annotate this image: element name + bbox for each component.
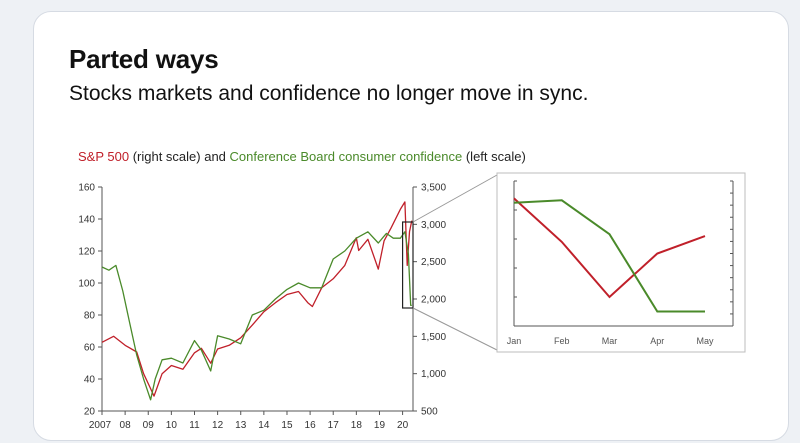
zoom-panel-frame — [496, 172, 746, 353]
left-tick-label: 60 — [84, 343, 96, 354]
right-tick-label: 3,500 — [421, 183, 446, 194]
caption-confidence-label: Conference Board consumer confidence — [229, 149, 463, 164]
zoom-x-tick-label: Jan — [507, 336, 522, 346]
page-title: Parted ways — [69, 44, 219, 74]
left-tick-label: 20 — [84, 407, 96, 418]
x-tick-label: 11 — [189, 420, 200, 431]
zoom-x-tick-label: Mar — [602, 336, 618, 346]
left-tick-label: 40 — [84, 375, 96, 386]
x-tick-label: 09 — [143, 420, 155, 431]
x-tick-label: 15 — [281, 420, 293, 431]
x-tick-label: 19 — [374, 420, 386, 431]
caption-sp500-scale: (right scale) and — [129, 149, 230, 164]
caption-sp500-label: S&P 500 — [78, 149, 130, 164]
confidence-line — [101, 231, 412, 401]
caption-confidence-scale: (left scale) — [462, 149, 526, 164]
x-tick-label: 10 — [166, 420, 178, 431]
left-tick-label: 140 — [78, 215, 95, 226]
right-tick-label: 2,500 — [421, 257, 446, 268]
page-subtitle: Stocks markets and confidence no longer … — [69, 82, 589, 105]
right-tick-label: 500 — [421, 407, 438, 418]
chart-caption: S&P 500 (right scale) and Conference Boa… — [78, 149, 526, 164]
left-tick-label: 120 — [78, 247, 95, 258]
zoom-connector-bottom — [412, 307, 498, 351]
x-tick-label: 20 — [397, 420, 409, 431]
left-tick-label: 100 — [78, 279, 95, 290]
left-tick-label: 160 — [78, 183, 95, 194]
right-tick-label: 1,000 — [421, 369, 446, 380]
zoom-x-tick-label: Apr — [650, 336, 664, 346]
x-tick-label: 16 — [305, 420, 317, 431]
zoom-x-tick-label: May — [696, 336, 714, 346]
left-tick-label: 80 — [84, 311, 96, 322]
zoom-connector-top — [412, 174, 498, 223]
x-tick-label: 2007 — [89, 420, 112, 431]
x-tick-label: 14 — [258, 420, 270, 431]
zoom-highlight-box — [401, 221, 414, 309]
x-tick-label: 13 — [235, 420, 247, 431]
right-tick-label: 3,000 — [421, 220, 446, 231]
sp500-line — [101, 201, 413, 397]
right-tick-label: 2,000 — [421, 295, 446, 306]
zoom-x-tick-label: Feb — [554, 336, 570, 346]
zoom-sp500-line — [513, 197, 706, 299]
x-tick-label: 12 — [212, 420, 224, 431]
x-tick-label: 18 — [351, 420, 363, 431]
x-tick-label: 17 — [328, 420, 340, 431]
x-tick-label: 08 — [120, 420, 132, 431]
zoom-confidence-line — [513, 199, 705, 313]
right-tick-label: 1,500 — [421, 332, 446, 343]
